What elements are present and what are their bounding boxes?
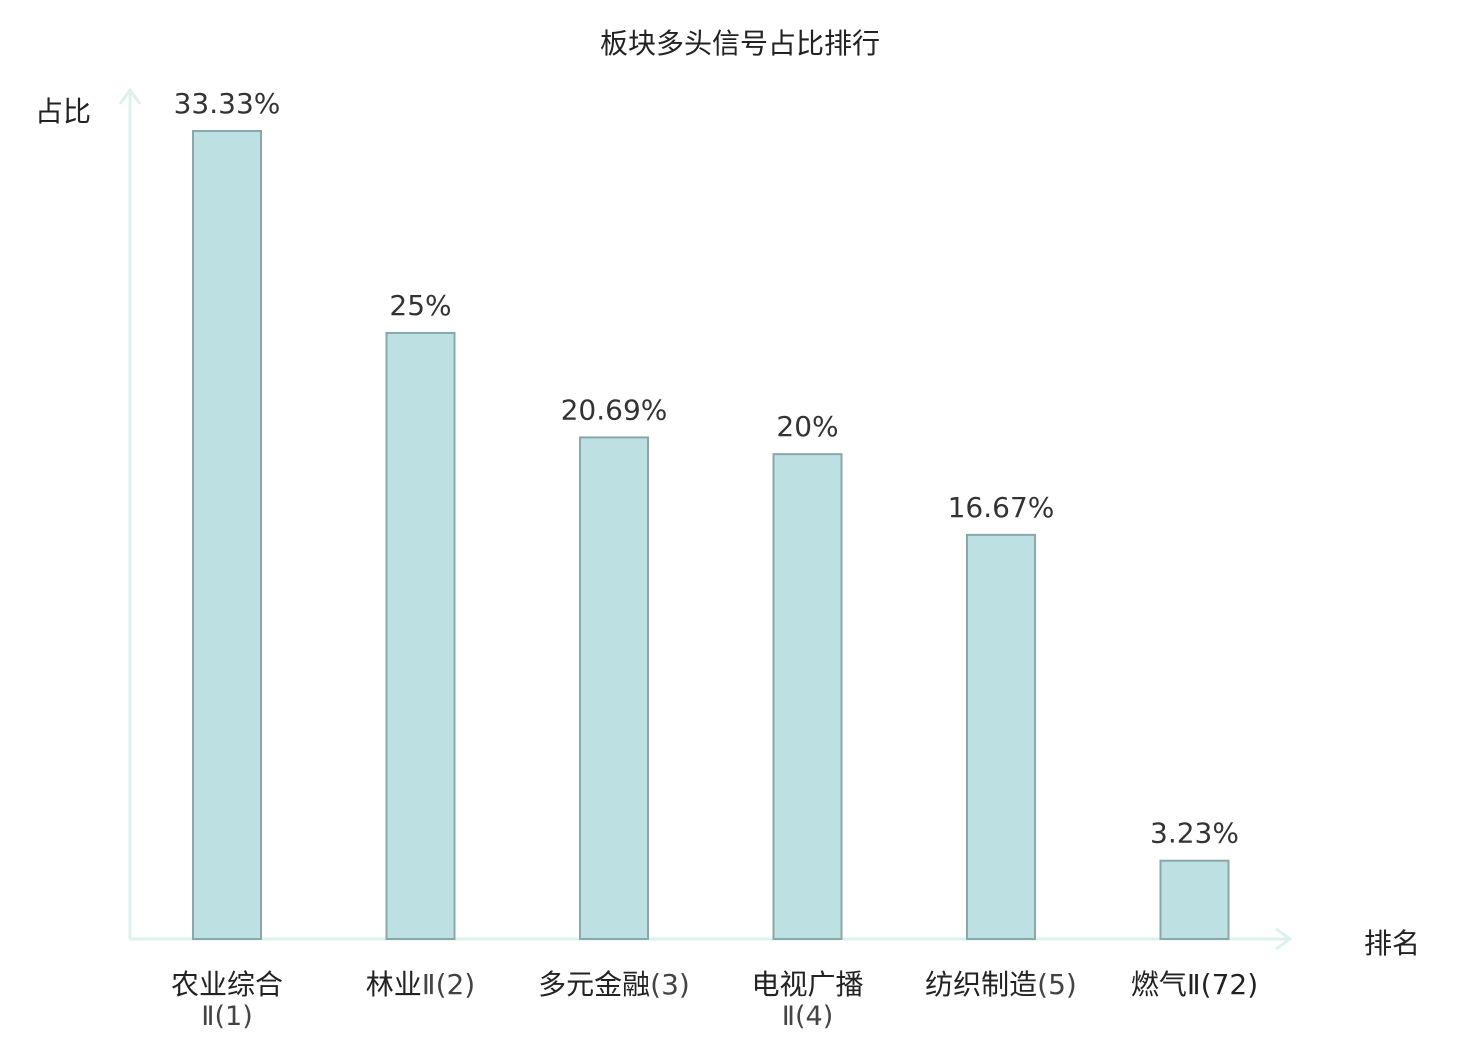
x-tick-label-name: 林业 <box>366 968 422 1001</box>
x-axis-label: 排名 <box>1364 927 1420 960</box>
x-tick-label-suffix: Ⅱ(4) <box>782 1001 834 1032</box>
x-tick-label-name: 燃气 <box>1131 968 1187 1001</box>
x-tick-label-suffix: (5) <box>1037 968 1077 1001</box>
bar <box>1159 859 1230 940</box>
x-tick-label-suffix: (3) <box>650 968 690 1001</box>
bar <box>966 533 1036 940</box>
x-tick-label: 林业Ⅱ(2) <box>366 968 475 1001</box>
x-tick-label: 纺织制造(5) <box>925 968 1077 1001</box>
data-label: 20.69% <box>561 393 668 426</box>
bar <box>579 436 649 940</box>
data-label: 33.33% <box>174 87 281 120</box>
axes <box>118 87 1293 951</box>
x-tick-label: 农业综合 <box>171 968 283 1001</box>
bar <box>192 130 262 940</box>
x-tick-label: 多元金融(3) <box>538 968 690 1001</box>
bars <box>192 130 1230 940</box>
x-tick-label: 燃气Ⅱ(72) <box>1131 968 1258 1001</box>
data-label: 20% <box>776 410 838 443</box>
x-tick-label-name: 多元金融 <box>538 968 650 1001</box>
x-axis-arrow-icon <box>1275 927 1293 951</box>
data-label: 16.67% <box>948 491 1055 524</box>
x-tick-label-name: 纺织制造 <box>925 968 1037 1001</box>
chart-title: 板块多头信号占比排行 <box>600 27 880 60</box>
y-axis-label: 占比 <box>35 95 91 128</box>
bar <box>385 331 456 940</box>
x-tick-label-suffix: Ⅱ(1) <box>201 1001 253 1032</box>
x-tick-label: 电视广播 <box>751 968 863 1001</box>
x-tick-label-suffix: Ⅱ(72) <box>1187 968 1258 1001</box>
bar <box>772 453 843 940</box>
data-label: 25% <box>389 289 451 322</box>
data-label: 3.23% <box>1150 817 1239 850</box>
value-labels: 33.33% 25% 20.69% 20% 16.67% 3.23% <box>174 87 1239 850</box>
y-axis-arrow-icon <box>118 87 142 105</box>
x-tick-label-suffix: Ⅱ(2) <box>422 968 475 1001</box>
